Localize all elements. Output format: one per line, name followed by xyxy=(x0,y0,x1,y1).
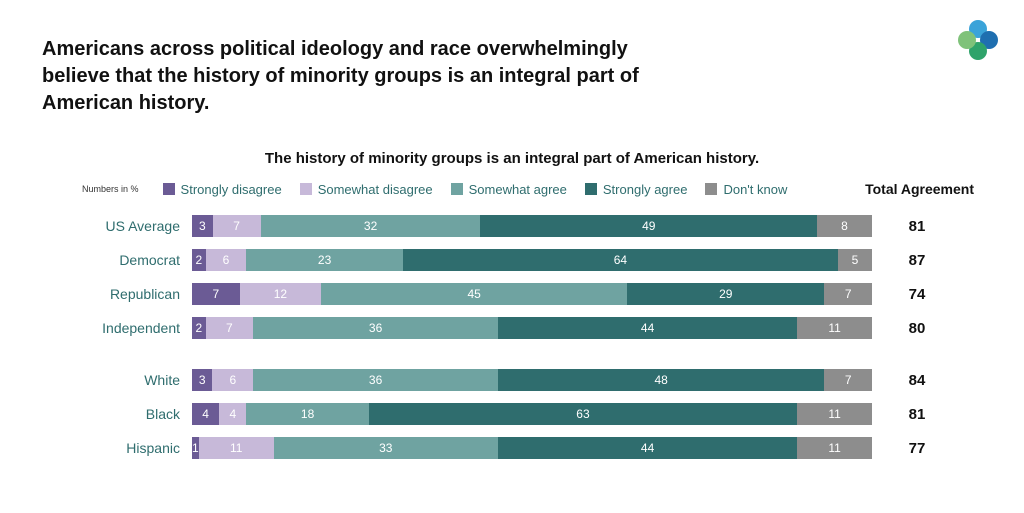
brand-logo xyxy=(956,18,1000,62)
legend-item-strongly_disagree: Strongly disagree xyxy=(163,182,282,197)
bar-segment-strongly_disagree: 3 xyxy=(192,215,213,237)
legend-label: Strongly agree xyxy=(603,182,688,197)
row-total: 81 xyxy=(872,218,962,235)
bar-segment-dont_know: 7 xyxy=(824,283,872,305)
bar-segment-somewhat_agree: 36 xyxy=(253,317,498,339)
stacked-bar: 3636487 xyxy=(192,369,872,391)
bar-segment-dont_know: 11 xyxy=(797,437,872,459)
bar-segment-dont_know: 5 xyxy=(838,249,872,271)
row-total: 81 xyxy=(872,406,962,423)
bar-segment-somewhat_disagree: 7 xyxy=(213,215,261,237)
stacked-bar: 44186311 xyxy=(192,403,872,425)
bar-segment-strongly_agree: 64 xyxy=(403,249,838,271)
total-agreement-header: Total Agreement xyxy=(865,181,982,197)
stacked-bar: 27364411 xyxy=(192,317,872,339)
logo-petal-left xyxy=(958,31,976,49)
bar-segment-strongly_agree: 44 xyxy=(498,317,797,339)
row-total: 77 xyxy=(872,440,962,457)
legend-swatch xyxy=(300,183,312,195)
stacked-bar: 2623645 xyxy=(192,249,872,271)
legend-swatch xyxy=(451,183,463,195)
stacked-bar: 71245297 xyxy=(192,283,872,305)
bar-segment-somewhat_agree: 18 xyxy=(246,403,368,425)
bar-segment-strongly_disagree: 4 xyxy=(192,403,219,425)
bar-segment-somewhat_agree: 23 xyxy=(246,249,402,271)
bar-segment-somewhat_agree: 33 xyxy=(274,437,498,459)
bar-segment-strongly_disagree: 2 xyxy=(192,249,206,271)
chart-row: Independent2736441180 xyxy=(42,313,982,343)
legend-label: Strongly disagree xyxy=(181,182,282,197)
bar-segment-strongly_agree: 48 xyxy=(498,369,824,391)
bar-segment-somewhat_disagree: 4 xyxy=(219,403,246,425)
row-total: 87 xyxy=(872,252,962,269)
legend-label: Somewhat agree xyxy=(469,182,567,197)
bar-segment-somewhat_disagree: 12 xyxy=(240,283,322,305)
legend-swatch xyxy=(705,183,717,195)
row-label: White xyxy=(42,372,192,388)
row-label: US Average xyxy=(42,218,192,234)
bar-segment-somewhat_disagree: 7 xyxy=(206,317,254,339)
stacked-bar: 3732498 xyxy=(192,215,872,237)
bar-segment-strongly_agree: 44 xyxy=(498,437,797,459)
bar-segment-somewhat_disagree: 11 xyxy=(199,437,274,459)
bar-segment-dont_know: 8 xyxy=(817,215,872,237)
bar-segment-somewhat_disagree: 6 xyxy=(212,369,253,391)
legend-item-somewhat_agree: Somewhat agree xyxy=(451,182,567,197)
row-total: 74 xyxy=(872,286,962,303)
bar-segment-strongly_disagree: 7 xyxy=(192,283,240,305)
chart-title: The history of minority groups is an int… xyxy=(42,150,982,167)
bar-segment-strongly_disagree: 1 xyxy=(192,437,199,459)
chart-row: Black4418631181 xyxy=(42,399,982,429)
chart-row: White363648784 xyxy=(42,365,982,395)
numbers-in-label: Numbers in % xyxy=(82,184,139,194)
chart-row: Republican7124529774 xyxy=(42,279,982,309)
chart-row: Hispanic11133441177 xyxy=(42,433,982,463)
bar-segment-strongly_disagree: 3 xyxy=(192,369,212,391)
row-total: 84 xyxy=(872,372,962,389)
chart-container: The history of minority groups is an int… xyxy=(42,150,982,467)
bar-segment-dont_know: 7 xyxy=(824,369,872,391)
headline: Americans across political ideology and … xyxy=(42,36,682,117)
legend-item-somewhat_disagree: Somewhat disagree xyxy=(300,182,433,197)
row-total: 80 xyxy=(872,320,962,337)
legend-swatch xyxy=(585,183,597,195)
chart-row: US Average373249881 xyxy=(42,211,982,241)
bar-segment-strongly_agree: 29 xyxy=(627,283,824,305)
legend: Numbers in % Strongly disagree Somewhat d… xyxy=(42,181,982,197)
stacked-bar: 111334411 xyxy=(192,437,872,459)
row-label: Democrat xyxy=(42,252,192,268)
row-label: Republican xyxy=(42,286,192,302)
legend-swatch xyxy=(163,183,175,195)
bar-segment-somewhat_disagree: 6 xyxy=(206,249,247,271)
legend-label: Don't know xyxy=(723,182,787,197)
bar-segment-strongly_agree: 63 xyxy=(369,403,797,425)
bar-segment-somewhat_agree: 32 xyxy=(261,215,481,237)
chart-rows: US Average373249881Democrat262364587Repu… xyxy=(42,211,982,463)
chart-row: Democrat262364587 xyxy=(42,245,982,275)
bar-segment-strongly_agree: 49 xyxy=(480,215,817,237)
bar-segment-somewhat_agree: 36 xyxy=(253,369,498,391)
row-label: Hispanic xyxy=(42,440,192,456)
bar-segment-dont_know: 11 xyxy=(797,317,872,339)
legend-label: Somewhat disagree xyxy=(318,182,433,197)
bar-segment-strongly_disagree: 2 xyxy=(192,317,206,339)
row-label: Independent xyxy=(42,320,192,336)
legend-item-strongly_agree: Strongly agree xyxy=(585,182,688,197)
bar-segment-dont_know: 11 xyxy=(797,403,872,425)
legend-item-dont_know: Don't know xyxy=(705,182,787,197)
bar-segment-somewhat_agree: 45 xyxy=(321,283,627,305)
row-label: Black xyxy=(42,406,192,422)
